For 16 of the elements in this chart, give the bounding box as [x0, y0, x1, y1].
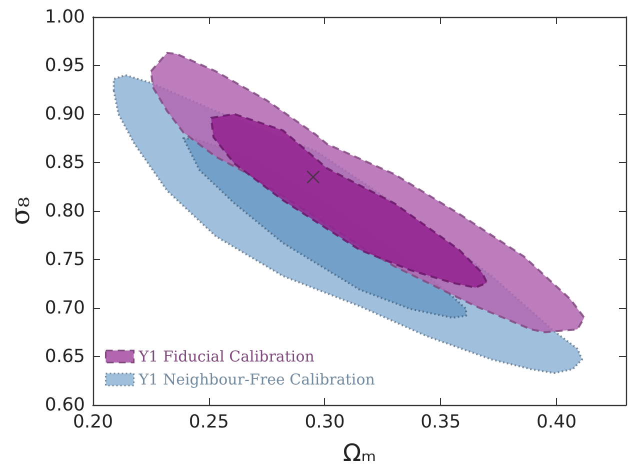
y-tick-label: 0.90 [44, 104, 85, 124]
y-tick-label: 1.00 [44, 6, 85, 28]
legend-label: Y1 Fiducial Calibration [138, 348, 315, 366]
x-axis-title: Ωₘ [342, 439, 376, 467]
x-tick-label: 0.35 [420, 412, 461, 432]
y-tick-label: 0.75 [44, 249, 85, 270]
y-tick-label: 0.70 [44, 298, 85, 318]
y-tick-label: 0.95 [44, 55, 85, 76]
x-tick-label: 0.40 [536, 412, 577, 432]
x-tick-label: 0.30 [304, 412, 345, 432]
legend-label: Y1 Neighbour-Free Calibration [138, 370, 376, 388]
y-tick-label: 0.85 [44, 152, 85, 173]
y-axis-title: σ₈ [6, 196, 36, 226]
y-tick-label: 0.65 [44, 346, 85, 367]
y-tick-label: 0.80 [44, 200, 85, 222]
x-tick-label: 0.25 [188, 412, 229, 432]
